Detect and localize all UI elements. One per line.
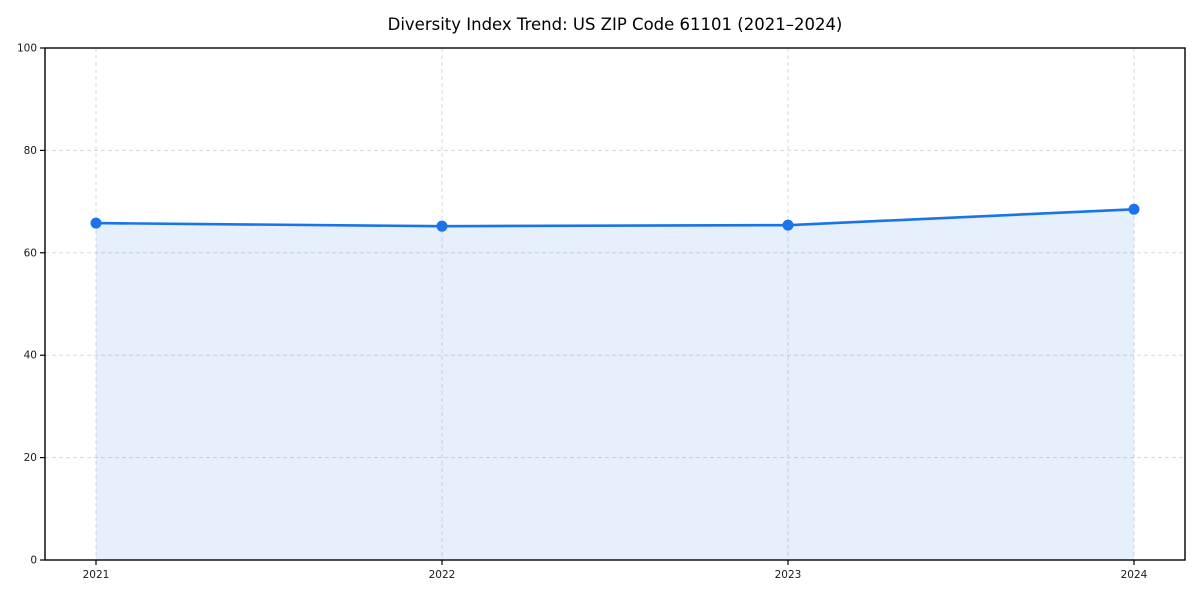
plot-border	[44, 47, 1186, 561]
chart-title: Diversity Index Trend: US ZIP Code 61101…	[388, 15, 843, 34]
data-point-2024	[1128, 203, 1140, 215]
y-tick-label: 0	[30, 555, 37, 567]
y-tick-label: 60	[24, 247, 37, 259]
x-tick-label: 2023	[775, 569, 802, 581]
plot-area: 0 20 40 60 80 100 2021 2022 2023 2024	[17, 43, 1186, 581]
y-tick-label: 40	[24, 350, 37, 362]
area-fill	[96, 209, 1134, 560]
x-tick-label: 2022	[429, 569, 456, 581]
y-tick-label: 100	[17, 43, 37, 55]
data-point-2021	[90, 217, 102, 229]
y-tick-label: 20	[24, 452, 37, 464]
x-tick-label: 2024	[1121, 569, 1148, 581]
x-tick-label: 2021	[83, 569, 110, 581]
data-point-2023	[782, 219, 794, 231]
y-tick-label: 80	[24, 145, 37, 157]
data-point-2022	[436, 220, 448, 232]
trend-line	[94, 207, 1136, 228]
